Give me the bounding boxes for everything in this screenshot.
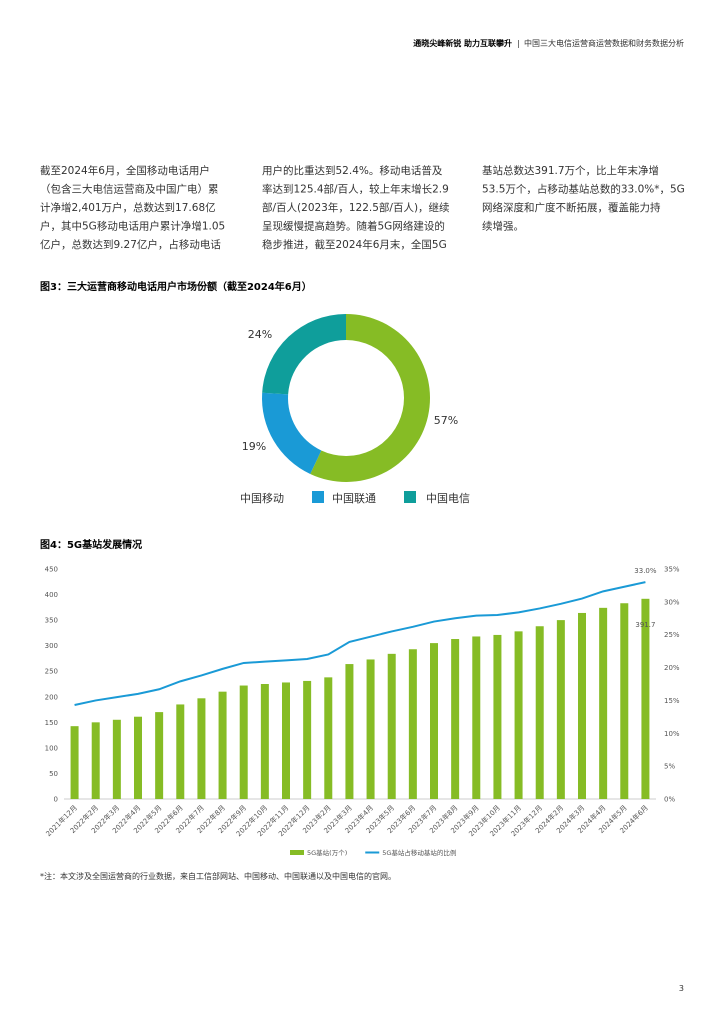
bar	[112, 719, 121, 799]
bar	[239, 685, 248, 799]
body-line: 网络深度和广度不断拓展，覆盖能力持	[482, 201, 661, 214]
y2-tick-label: 20%	[664, 664, 680, 672]
body-line: 用户的比重达到52.4%。移动电话普及	[262, 164, 443, 177]
bar	[472, 636, 481, 799]
y-tick-label: 400	[45, 591, 58, 599]
bar	[218, 691, 227, 799]
y-tick-label: 100	[45, 744, 58, 752]
donut-slice	[310, 314, 431, 482]
header-title: 通晓尖峰新锐 助力互联攀升	[413, 38, 512, 48]
legend-label: 5G基站(万个)	[307, 848, 347, 857]
legend-label: 5G基站占移动基站的比例	[382, 848, 456, 857]
bar	[176, 704, 185, 799]
bar	[535, 626, 544, 799]
bar	[620, 603, 629, 799]
y-tick-label: 150	[45, 719, 58, 727]
bar	[91, 722, 100, 799]
bar	[578, 612, 586, 799]
y2-tick-label: 15%	[664, 697, 680, 705]
body-line: 53.5万个，占移动基站总数的33.0%*，5G	[482, 183, 685, 196]
body-line: 呈现缓慢提高趋势。随着5G网络建设的	[262, 220, 445, 233]
data-label: 19%	[242, 440, 266, 453]
legend-label: 中国移动	[240, 492, 284, 505]
bar	[197, 698, 206, 799]
bar	[303, 680, 312, 799]
bar	[493, 634, 502, 799]
y-tick-label: 200	[45, 693, 58, 701]
y2-tick-label: 5%	[664, 763, 675, 771]
data-label: 57%	[434, 414, 458, 427]
donut-slice	[262, 314, 346, 395]
y-tick-label: 300	[45, 642, 58, 650]
bar	[134, 716, 142, 799]
y-tick-label: 50	[49, 770, 58, 778]
legend-label: 中国联通	[332, 492, 376, 505]
bar	[408, 649, 417, 799]
y-tick-label: 450	[45, 566, 58, 574]
bar	[324, 677, 333, 799]
bar	[451, 639, 460, 799]
body-line: 截至2024年6月，全国移动电话用户	[40, 164, 210, 177]
bar	[366, 659, 375, 799]
bar	[430, 643, 438, 799]
data-label: 391.7	[635, 621, 655, 629]
body-line: 率达到125.4部/百人，较上年末增长2.9	[262, 183, 449, 196]
y2-tick-label: 0%	[664, 796, 675, 804]
bar	[155, 712, 164, 799]
bar	[345, 664, 354, 799]
footnote: *注：本文涉及全国运营商的行业数据，来自工信部网站、中国移动、中国联通以及中国电…	[40, 871, 396, 881]
bar	[282, 682, 290, 799]
header-separator: |	[517, 39, 520, 48]
bar	[70, 726, 79, 799]
bar	[260, 684, 269, 799]
bar	[387, 653, 396, 799]
body-line: 续增强。	[482, 220, 524, 233]
y2-tick-label: 30%	[664, 598, 680, 606]
header: 中国三大电信运营商运营数据和财务数据分析 | 通晓尖峰新锐 助力互联攀升	[413, 38, 684, 48]
y-tick-label: 350	[45, 617, 58, 625]
body-line: 户，其中5G移动电话用户累计净增1.05	[40, 220, 225, 233]
y2-tick-label: 35%	[664, 566, 680, 574]
bar	[641, 598, 650, 799]
y-tick-label: 0	[54, 796, 58, 804]
bar	[514, 631, 523, 799]
donut-chart: 57% 19% 24% 中国移动 中国联通 中国电信	[240, 314, 470, 505]
page-number: 3	[679, 984, 684, 993]
body-line: 基站总数达391.7万个，比上年末净增	[482, 164, 659, 177]
legend-label: 中国电信	[426, 492, 470, 505]
figure-title: 图4：5G基站发展情况	[40, 538, 142, 551]
y2-tick-label: 10%	[664, 730, 680, 738]
donut-slice	[262, 392, 322, 475]
body-line: 部/百人(2023年，122.5部/百人)，继续	[262, 201, 450, 214]
legend-swatch	[290, 850, 304, 855]
combo-chart: 0 50 100 150 200 250 300 350 400 450 0% 5% 10% 15% 20%…	[44, 566, 680, 858]
header-subtitle: 中国三大电信运营商运营数据和财务数据分析	[524, 38, 684, 48]
body-line: 计净增2,401万户，总数达到17.68亿	[40, 201, 216, 214]
body-line: 亿户，总数达到9.27亿户，占移动电话	[40, 238, 221, 251]
bar	[599, 607, 608, 799]
body-text: 截至2024年6月，全国移动电话用户 （包含三大电信运营商及中国广电）累计净增2,…	[40, 164, 685, 251]
figure-title: 图3：三大运营商移动电话用户市场份额（截至2024年6月）	[40, 280, 312, 293]
y-tick-label: 250	[45, 668, 58, 676]
legend-swatch	[312, 491, 324, 503]
body-line: 稳步推进，截至2024年6月末，全国5G	[262, 238, 447, 251]
y2-tick-label: 25%	[664, 631, 680, 639]
bar	[556, 620, 565, 799]
body-line: （包含三大电信运营商及中国广电）累	[40, 183, 219, 196]
data-label: 33.0%	[634, 567, 657, 575]
line-series	[74, 581, 646, 707]
data-label: 24%	[248, 328, 272, 341]
legend-swatch	[404, 491, 416, 503]
